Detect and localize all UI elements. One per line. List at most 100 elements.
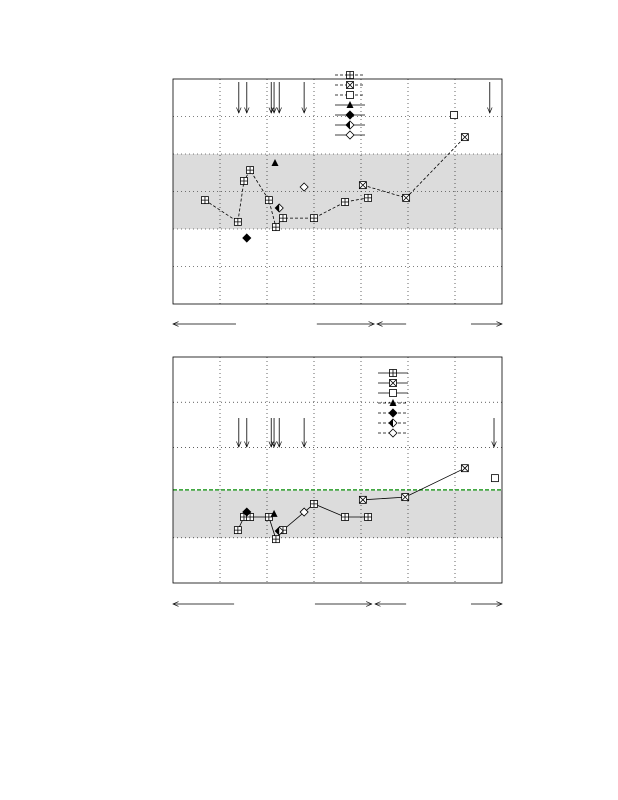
plot-frame	[172, 356, 503, 584]
data-point	[341, 513, 349, 521]
data-point	[246, 513, 254, 521]
data-point	[299, 507, 309, 517]
data-point	[402, 193, 411, 202]
plot-frame	[172, 78, 503, 305]
marker-cross	[359, 496, 367, 504]
marker-cross	[265, 513, 273, 521]
marker-cross	[234, 218, 242, 226]
marker-cross	[401, 493, 409, 501]
data-point	[201, 196, 209, 205]
marker-box	[450, 111, 458, 119]
marker-diamond	[388, 428, 398, 438]
data-point	[233, 217, 242, 226]
data-point	[264, 196, 273, 205]
data-point	[310, 499, 318, 508]
marker-triangle	[270, 509, 278, 517]
marker-cross	[341, 198, 349, 206]
marker-cross	[359, 181, 367, 189]
series-line	[204, 169, 369, 229]
data-point	[358, 181, 367, 190]
marker-diamond	[345, 130, 355, 140]
marker-cross	[310, 500, 318, 508]
plot	[172, 71, 503, 325]
data-point	[341, 198, 349, 206]
marker-cross	[272, 223, 280, 231]
data-point	[358, 495, 367, 504]
data-point	[271, 159, 279, 166]
legend-marker	[388, 428, 398, 438]
marker-diamond	[299, 182, 309, 192]
marker-box	[346, 91, 354, 99]
marker-cross	[246, 513, 254, 521]
legend-marker	[345, 110, 355, 120]
marker-cross	[310, 214, 318, 222]
legend-marker	[346, 101, 354, 108]
marker-half	[275, 527, 280, 536]
marker-cross	[240, 177, 248, 185]
marker-diamond	[345, 110, 355, 120]
marker-cross	[272, 535, 280, 543]
data-point	[274, 526, 284, 536]
marker-diamond	[242, 507, 252, 517]
data-point	[242, 507, 252, 517]
marker-cross	[461, 464, 469, 472]
marker-cross	[265, 196, 273, 204]
data-point	[264, 513, 273, 521]
marker-diamond	[242, 233, 252, 243]
data-point	[450, 111, 458, 119]
data-point	[233, 526, 242, 535]
legend-marker	[346, 81, 354, 89]
marker-cross	[346, 81, 354, 89]
data-point	[272, 535, 280, 544]
legend-marker	[346, 71, 354, 79]
data-point	[299, 182, 309, 192]
legend-marker	[389, 379, 397, 387]
data-point	[279, 214, 287, 223]
marker-half	[389, 419, 393, 427]
marker-cross	[246, 166, 254, 174]
marker-cross	[402, 194, 410, 202]
marker-triangle	[346, 101, 354, 108]
marker-cross	[389, 369, 397, 377]
legend-marker	[389, 399, 397, 406]
data-point	[246, 166, 254, 175]
marker-half	[275, 204, 280, 212]
legend-marker	[388, 418, 398, 428]
legend-marker	[345, 130, 355, 140]
marker-cross	[461, 133, 469, 141]
legend-marker	[345, 120, 355, 130]
marker-cross	[201, 196, 209, 204]
data-point	[242, 233, 252, 243]
legend-marker	[388, 408, 398, 418]
data-point	[240, 177, 248, 185]
marker-cross	[279, 214, 287, 222]
marker-box	[491, 474, 499, 483]
marker-cross	[364, 194, 372, 202]
data-point	[310, 214, 318, 223]
plot	[172, 356, 503, 604]
marker-triangle	[271, 159, 279, 166]
marker-triangle	[389, 399, 397, 406]
data-point	[460, 133, 469, 142]
data-point	[460, 464, 469, 473]
legend-marker	[389, 369, 397, 377]
marker-cross	[341, 513, 349, 521]
marker-box	[389, 389, 397, 397]
marker-cross	[389, 379, 397, 387]
legend-marker	[346, 91, 354, 99]
legend-marker	[389, 389, 397, 397]
data-point	[491, 474, 499, 483]
marker-half	[346, 121, 350, 129]
marker-cross	[346, 71, 354, 79]
marker-diamond	[299, 507, 309, 517]
marker-cross	[364, 513, 372, 521]
marker-cross	[234, 526, 242, 534]
marker-diamond	[388, 408, 398, 418]
data-point	[270, 509, 278, 517]
data-point	[272, 223, 280, 232]
data-point	[364, 193, 372, 202]
data-point	[401, 493, 410, 502]
data-point	[274, 203, 284, 213]
data-point	[364, 513, 372, 521]
